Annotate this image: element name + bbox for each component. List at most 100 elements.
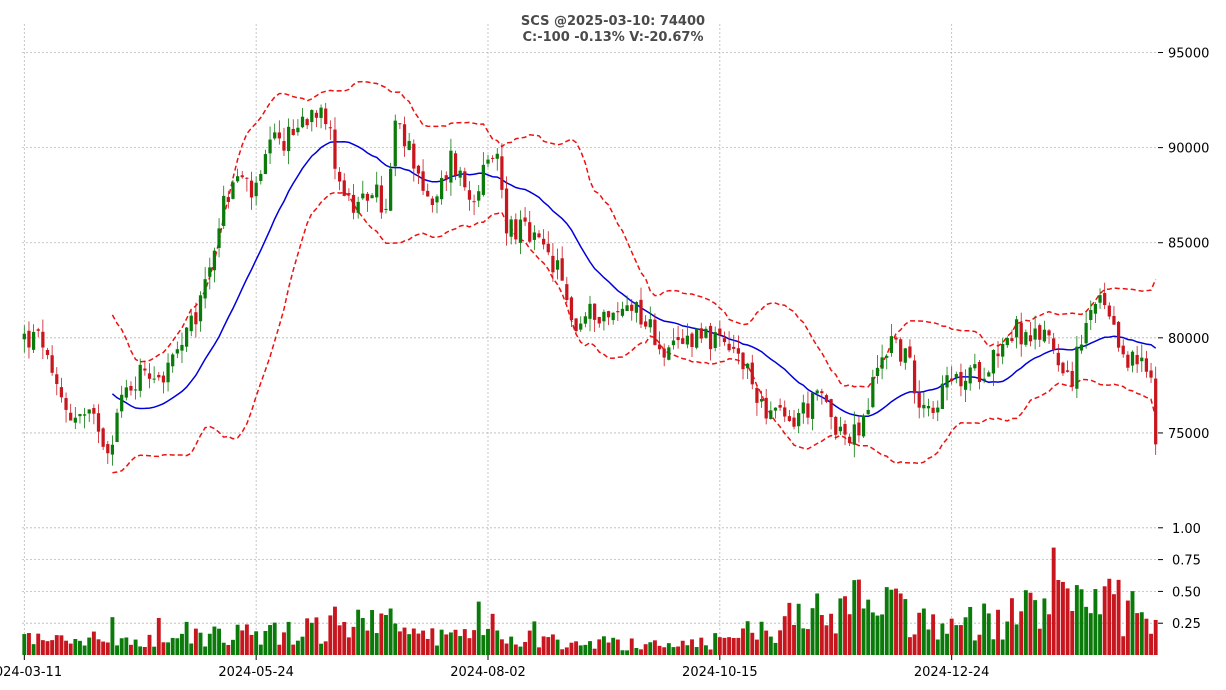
- candle-body: [551, 255, 555, 273]
- volume-bar: [416, 633, 421, 655]
- candle-body: [1121, 345, 1125, 355]
- candle: [718, 320, 722, 347]
- candle: [695, 328, 699, 350]
- candle: [848, 433, 852, 447]
- candle-body: [648, 319, 652, 328]
- volume-bar: [388, 608, 393, 655]
- candle-body: [783, 407, 787, 417]
- candle: [393, 114, 397, 177]
- candle: [184, 327, 189, 353]
- volume-bar: [1098, 614, 1102, 655]
- candle: [1070, 361, 1074, 392]
- candle-body: [787, 416, 792, 421]
- candle: [1126, 351, 1130, 372]
- candle-body: [291, 128, 295, 135]
- candle-body: [115, 412, 119, 443]
- candle-body: [203, 279, 207, 299]
- candle-body: [184, 327, 189, 347]
- candle: [968, 364, 972, 391]
- volume-bar: [1037, 628, 1042, 655]
- candle-body: [495, 153, 499, 159]
- volume-bar: [778, 630, 783, 655]
- candle: [875, 355, 880, 384]
- candle-body: [1033, 328, 1037, 340]
- x-tick-label: 2024-03-11: [0, 665, 62, 680]
- volume-bar: [472, 630, 477, 655]
- candle: [537, 230, 541, 239]
- candle-body: [852, 424, 856, 445]
- volume-bar: [1056, 580, 1061, 655]
- candle-body: [671, 340, 676, 346]
- candle: [773, 407, 778, 419]
- candle-body: [398, 123, 402, 125]
- candle-body: [685, 335, 689, 345]
- candle: [620, 301, 625, 318]
- candle-body: [662, 348, 666, 358]
- volume-bar: [184, 621, 189, 655]
- volume-bar: [50, 640, 55, 655]
- volume-bar: [629, 638, 634, 655]
- volume-bar: [189, 643, 194, 655]
- candle-body: [245, 177, 249, 179]
- candle-body: [64, 398, 68, 410]
- volume-bar: [852, 580, 857, 655]
- candle: [593, 303, 597, 333]
- candle: [792, 410, 796, 430]
- candle: [286, 118, 291, 165]
- candle: [226, 190, 230, 209]
- volume-bar: [894, 588, 898, 655]
- candle: [727, 331, 731, 353]
- candle: [759, 390, 764, 408]
- candle-body: [1116, 321, 1121, 348]
- candle-body: [388, 168, 393, 211]
- candle-body: [59, 387, 64, 398]
- volume-bar: [64, 640, 68, 655]
- candle-body: [982, 378, 986, 381]
- candle: [583, 312, 587, 328]
- candle: [755, 385, 759, 416]
- volume-bar: [741, 628, 745, 655]
- candle: [491, 155, 495, 163]
- candle: [398, 123, 402, 130]
- candle: [514, 213, 518, 245]
- candle-body: [231, 182, 235, 199]
- candle: [379, 175, 383, 219]
- candle: [662, 343, 666, 367]
- candle-body: [449, 150, 453, 183]
- volume-bar: [356, 609, 361, 655]
- volume-bar: [550, 634, 555, 655]
- volume-bar: [518, 646, 523, 655]
- price-tick-label: 85000: [1168, 237, 1209, 252]
- volume-bar: [509, 636, 514, 655]
- candle-body: [741, 352, 745, 370]
- candle: [472, 194, 476, 216]
- volume-bar: [268, 625, 273, 655]
- volume-bar: [87, 637, 92, 655]
- volume-bar: [393, 623, 398, 655]
- volume-bar: [889, 589, 894, 655]
- volume-bar: [717, 637, 722, 655]
- candle-body: [889, 336, 894, 353]
- candle: [337, 167, 342, 191]
- volume-bar: [935, 639, 940, 655]
- candle-body: [300, 116, 305, 128]
- candle-body: [375, 184, 379, 198]
- volume-bar: [866, 599, 871, 655]
- candle-body: [416, 165, 421, 174]
- volume-bar: [810, 608, 815, 655]
- candle: [1098, 288, 1102, 309]
- candle: [579, 316, 583, 332]
- candle: [977, 359, 982, 390]
- candle: [991, 349, 996, 387]
- volume-bar: [982, 603, 987, 655]
- candle-body: [1126, 354, 1130, 368]
- volume-bar: [124, 637, 129, 655]
- candle-body: [421, 171, 425, 191]
- candle-body: [801, 402, 805, 414]
- volume-bar: [207, 633, 212, 655]
- volume-bars: [22, 547, 1158, 655]
- candle: [449, 138, 453, 196]
- volume-bar: [1023, 590, 1028, 655]
- candle: [973, 353, 977, 371]
- candle: [894, 336, 898, 344]
